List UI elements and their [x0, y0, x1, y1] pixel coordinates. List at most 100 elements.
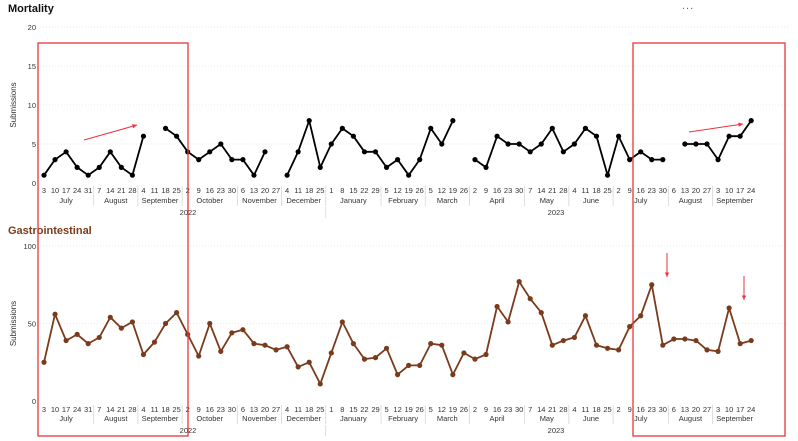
data-point [660, 342, 666, 348]
data-point [505, 319, 511, 325]
data-point [693, 141, 699, 147]
data-point [604, 172, 611, 178]
data-point [52, 311, 58, 317]
month-label: June [583, 196, 599, 205]
mortality-chart-title: Mortality [8, 3, 54, 15]
data-point [560, 337, 566, 344]
data-point [262, 342, 268, 348]
data-point [494, 303, 500, 310]
x-tick-label: 11 [582, 405, 590, 414]
x-tick-label: 5 [429, 186, 433, 195]
data-point [306, 118, 312, 124]
data-point [118, 325, 124, 331]
data-point [361, 149, 368, 155]
data-point [538, 141, 544, 147]
x-tick-label: 18 [592, 405, 600, 414]
data-point [207, 320, 213, 327]
data-point [704, 141, 710, 147]
month-label: April [490, 196, 505, 205]
x-tick-label: 23 [217, 405, 225, 414]
x-tick-label: 10 [51, 405, 59, 414]
x-tick-label: 25 [603, 405, 611, 414]
y-axis-label: Submissions [9, 82, 18, 127]
data-point [229, 157, 235, 163]
x-tick-label: 28 [559, 186, 567, 195]
data-point [483, 351, 489, 358]
data-point [240, 157, 246, 163]
data-point [439, 141, 445, 147]
data-point [516, 279, 522, 285]
data-point [118, 164, 124, 170]
x-tick-label: 6 [241, 186, 245, 195]
data-point [162, 125, 169, 131]
x-tick-label: 9 [628, 405, 632, 414]
data-point [693, 337, 699, 344]
x-tick-label: 27 [272, 186, 280, 195]
month-label: July [634, 196, 648, 205]
x-tick-label: 31 [84, 405, 92, 414]
year-label: 2023 [548, 426, 565, 435]
data-point [483, 164, 489, 170]
data-point [748, 337, 754, 344]
data-point [417, 157, 423, 163]
x-tick-label: 6 [672, 186, 676, 195]
x-tick-label: 8 [340, 186, 344, 195]
x-tick-label: 24 [73, 405, 81, 414]
data-point [638, 313, 644, 319]
data-point [96, 164, 102, 170]
x-tick-label: 20 [261, 186, 269, 195]
x-tick-label: 25 [172, 186, 180, 195]
x-tick-label: 3 [42, 405, 46, 414]
month-label: October [196, 196, 223, 205]
data-point [162, 320, 169, 327]
month-label: February [388, 414, 418, 423]
x-tick-label: 8 [340, 405, 344, 414]
data-point [450, 372, 456, 378]
data-point [439, 342, 445, 348]
annotation-arrow-head [738, 122, 743, 127]
x-tick-label: 31 [84, 186, 92, 195]
data-point [218, 348, 224, 354]
data-point [549, 125, 555, 131]
y-tick-label: 20 [28, 23, 36, 32]
x-tick-label: 30 [228, 405, 236, 414]
month-label: September [716, 196, 753, 205]
x-tick-label: 19 [449, 405, 457, 414]
more-options-icon[interactable]: ... [682, 0, 695, 12]
data-point [582, 313, 589, 319]
data-point [505, 141, 511, 147]
x-tick-label: 27 [703, 405, 711, 414]
month-label: July [59, 414, 73, 423]
month-label: April [490, 414, 505, 423]
data-point [339, 125, 345, 131]
data-point [151, 339, 158, 345]
month-label: August [679, 196, 703, 205]
data-point [129, 319, 135, 325]
x-tick-label: 5 [384, 186, 388, 195]
month-label: January [340, 196, 367, 205]
x-tick-label: 16 [206, 405, 214, 414]
data-point [527, 296, 533, 302]
gastrointestinal-chart-title: Gastrointestinal [8, 225, 92, 237]
x-tick-label: 23 [648, 405, 656, 414]
month-label: September [142, 196, 179, 205]
x-tick-label: 14 [537, 186, 545, 195]
data-point [63, 149, 69, 155]
data-point [85, 341, 91, 347]
x-tick-label: 23 [504, 405, 512, 414]
month-label: October [196, 414, 223, 423]
x-tick-label: 26 [416, 405, 424, 414]
x-tick-label: 5 [429, 405, 433, 414]
x-tick-label: 9 [197, 405, 201, 414]
x-tick-label: 5 [384, 405, 388, 414]
data-point [406, 172, 412, 178]
data-point [196, 353, 202, 359]
data-point [107, 314, 113, 320]
x-tick-label: 17 [736, 186, 744, 195]
x-tick-label: 23 [648, 186, 656, 195]
x-tick-label: 6 [241, 405, 245, 414]
data-point [196, 157, 202, 163]
x-tick-label: 2 [473, 405, 477, 414]
x-tick-label: 19 [449, 186, 457, 195]
x-tick-label: 24 [747, 405, 755, 414]
